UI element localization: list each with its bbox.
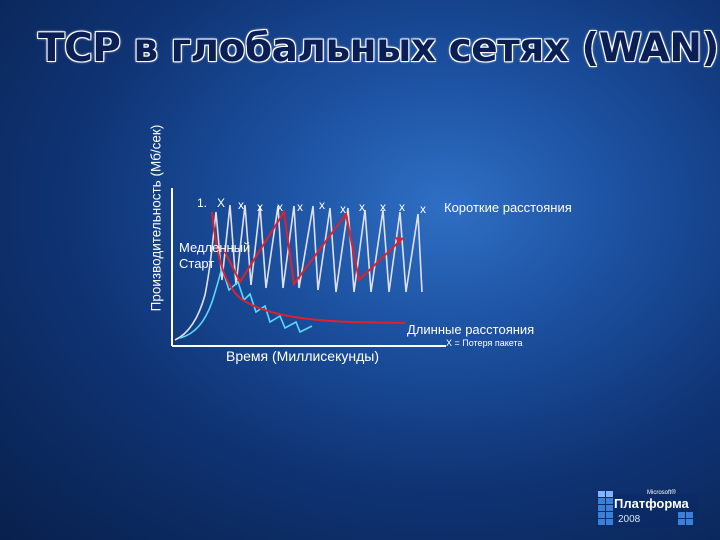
slow-start-line2: Старт xyxy=(179,256,215,271)
slow-start-label: Медленный Старт xyxy=(179,240,250,272)
loss-marker: x xyxy=(277,200,283,214)
loss-marker: x xyxy=(359,200,365,214)
loss-marker: x xyxy=(238,198,244,212)
short-distance-label: Короткие расстояния xyxy=(444,200,572,215)
red-arrowhead xyxy=(395,237,403,245)
loss-marker: X xyxy=(217,196,226,210)
loss-marker: x xyxy=(380,200,386,214)
first-loss-number: 1. xyxy=(197,196,208,210)
loss-marker: x xyxy=(399,200,405,214)
slow-start-line1: Медленный xyxy=(179,240,251,255)
long-distance-sawtooth xyxy=(179,265,313,339)
loss-marker: x xyxy=(257,200,263,214)
loss-marker: x xyxy=(340,202,346,216)
x-axis-label: Время (Миллисекунды) xyxy=(226,348,380,364)
logo-brand: Microsoft® xyxy=(647,490,676,496)
loss-marker: x xyxy=(319,198,325,212)
logo-grid-icon xyxy=(596,491,698,528)
packet-loss-legend: X = Потеря пакета xyxy=(446,338,523,348)
loss-marker: x xyxy=(420,202,426,216)
slide-title: TCP в глобальных сетях (WAN) xyxy=(38,26,719,71)
platform-2008-logo: Microsoft® Платформа 2008 xyxy=(596,488,698,530)
logo-year: 2008 xyxy=(618,514,641,525)
logo-name: Платформа xyxy=(614,496,689,511)
long-distance-label: Длинные расстояния xyxy=(407,322,535,337)
loss-marker: x xyxy=(297,200,303,214)
red-sawtooth-trend xyxy=(222,209,404,287)
short-distance-sawtooth xyxy=(174,204,423,341)
red-decay-curve xyxy=(211,211,406,324)
